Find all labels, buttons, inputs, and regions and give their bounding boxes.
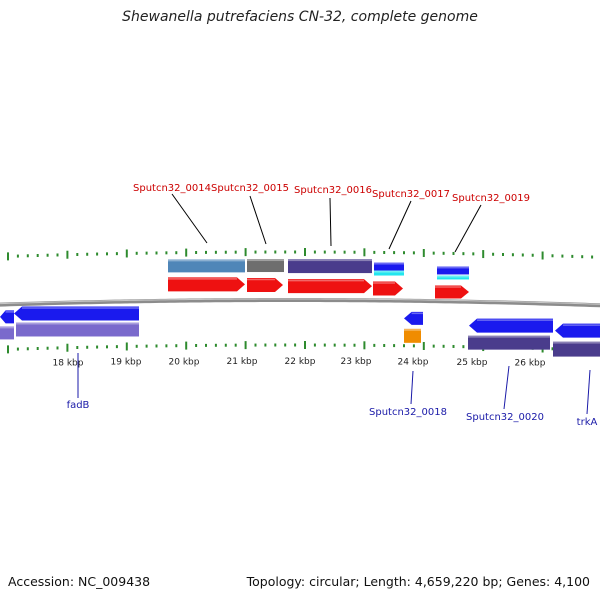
cds-arrow-0014 [168, 277, 245, 292]
gene-box-0017-cyan [374, 270, 404, 276]
gene-box-0019-cyan [437, 275, 469, 280]
gene-box-0018-shine [404, 328, 421, 331]
cds-arrow-0017 [373, 281, 403, 296]
gene-box-left-edge-shine [0, 326, 14, 329]
scale-label: 22 kbp [285, 357, 316, 367]
gene-box-0014-shine [168, 259, 245, 262]
scale-label: 19 kbp [111, 358, 142, 368]
gene-box-0016-shine [288, 259, 372, 262]
genome-stats-text: Topology: circular; Length: 4,659,220 bp… [246, 574, 590, 589]
accession-text: Accession: NC_009438 [8, 574, 151, 589]
cds-arrow-0018 [404, 311, 423, 325]
leader-line [410, 370, 414, 405]
leader-line [329, 197, 332, 247]
gene-box-trkA [553, 341, 600, 357]
scale-label: 21 kbp [227, 357, 258, 367]
cds-arrow-fadB [14, 306, 139, 321]
gene-box-0017-blue-shine [374, 262, 404, 265]
cds-arrow-left-edge [0, 310, 14, 324]
gene-box-0015 [247, 259, 284, 273]
gene-label-sputcn32_0018: Sputcn32_0018 [369, 407, 447, 418]
gene-box-0020 [468, 335, 550, 350]
gene-box-fadB-shine [16, 322, 139, 325]
gene-box-0019-blue-shine [437, 266, 469, 269]
leader-line [388, 200, 412, 250]
gene-label-sputcn32_0016: Sputcn32_0016 [294, 185, 372, 196]
gene-box-0020-shine [468, 335, 550, 338]
cds-arrow-0016 [288, 279, 372, 294]
scale-label: 26 kbp [515, 359, 546, 369]
scale-label: 18 kbp [53, 358, 84, 368]
cds-arrow-0019 [435, 285, 469, 299]
map-title: Shewanella putrefaciens CN-32, complete … [122, 9, 478, 25]
gene-box-0017-cyan-shine [374, 270, 404, 273]
cds-arrow-0020 [469, 318, 553, 333]
gene-box-fadB [16, 322, 139, 337]
cds-arrow-trkA [555, 323, 600, 338]
gene-box-left-edge [0, 326, 14, 340]
leader-line [249, 195, 267, 245]
scale-label: 23 kbp [341, 357, 372, 367]
gene-box-0019-blue [437, 266, 469, 275]
gene-label-sputcn32_0019: Sputcn32_0019 [452, 193, 530, 204]
gene-label-sputcn32_0014: Sputcn32_0014 [133, 183, 211, 194]
gene-label-fadb: fadB [67, 400, 90, 411]
gene-label-trka: trkA [577, 417, 598, 428]
leader-line [503, 365, 510, 410]
scale-label: 25 kbp [457, 358, 488, 368]
leader-line [454, 204, 482, 253]
gene-label-sputcn32_0020: Sputcn32_0020 [466, 412, 544, 423]
gene-box-0016 [288, 259, 372, 274]
gene-box-0017-blue [374, 262, 404, 271]
gene-box-0014 [168, 259, 245, 273]
scale-label: 20 kbp [169, 357, 200, 367]
gene-box-0018 [404, 328, 421, 343]
gene-box-0019-cyan-shine [437, 275, 469, 278]
gene-label-sputcn32_0017: Sputcn32_0017 [372, 189, 450, 200]
leader-line [586, 369, 591, 415]
gene-box-0015-shine [247, 259, 284, 262]
cds-arrow-0015 [247, 278, 283, 293]
leader-line [171, 193, 208, 244]
scale-label: 24 kbp [398, 357, 429, 367]
backbone-highlight [0, 298, 600, 305]
backbone-line [0, 298, 600, 308]
gene-label-sputcn32_0015: Sputcn32_0015 [211, 183, 289, 194]
gene-box-trkA-shine [553, 341, 600, 344]
